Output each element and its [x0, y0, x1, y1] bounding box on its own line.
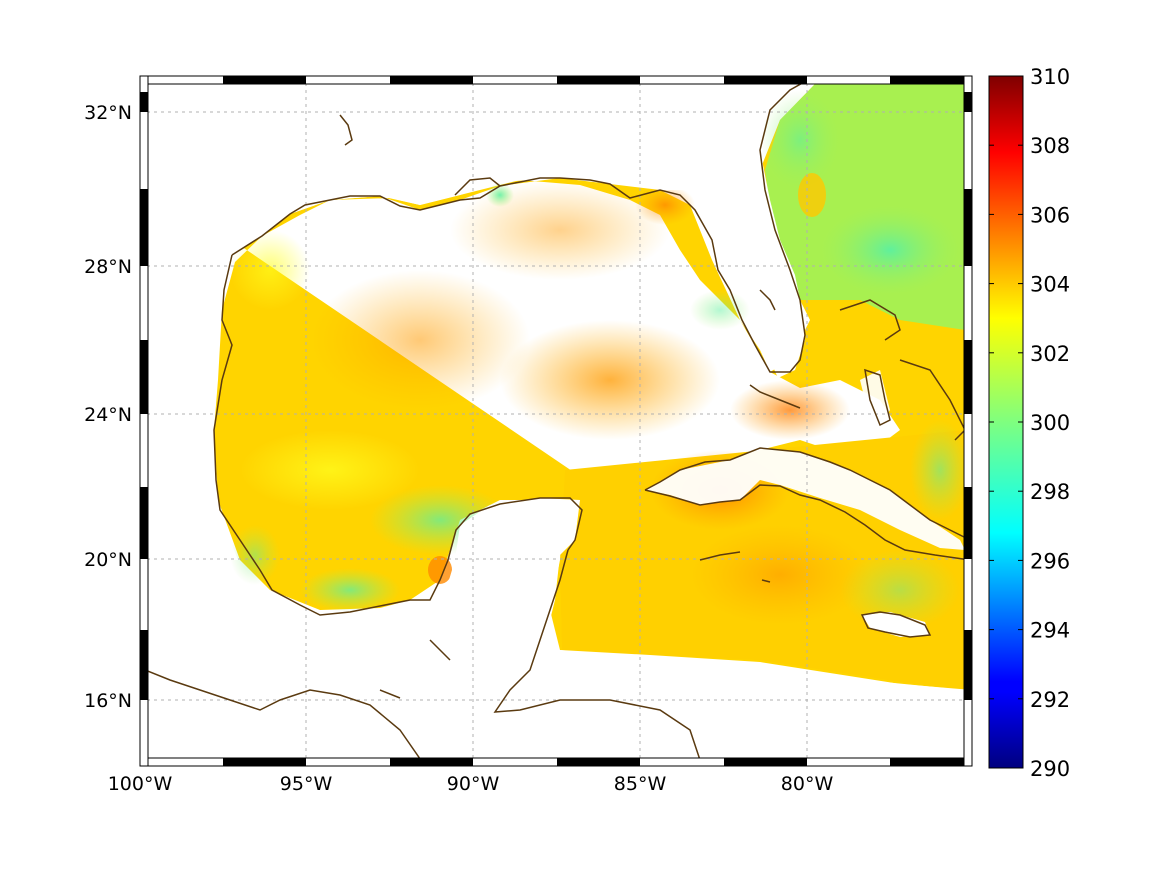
y-tick-label: 32°N: [84, 102, 132, 124]
y-tick-label: 20°N: [84, 549, 132, 571]
colorbar-tick-label: 306: [1030, 203, 1070, 227]
colorbar-tick-label: 292: [1030, 688, 1070, 712]
y-tick-label: 24°N: [84, 404, 132, 426]
colorbar-gradient: [988, 75, 1024, 769]
map-frame: [139, 75, 973, 767]
map-grid: [140, 76, 972, 766]
colorbar-ticks: [989, 75, 1023, 769]
colorbar-tick-label: 294: [1030, 619, 1070, 643]
florida-land: [700, 84, 805, 378]
colorbar-tick-label: 310: [1030, 65, 1070, 89]
colorbar-tick-label: 300: [1030, 411, 1070, 435]
x-tick-label: 100°W: [108, 773, 173, 795]
colorbar: 310 308 306 304 302 300 298 296 294 292 290: [988, 65, 1070, 781]
colorbar-tick-label: 304: [1030, 273, 1070, 297]
y-axis-labels: 32°N 28°N 24°N 20°N 16°N: [84, 102, 132, 712]
x-tick-label: 95°W: [280, 773, 333, 795]
cuba-land: [645, 448, 965, 550]
x-axis-labels: 100°W 95°W 90°W 85°W 80°W: [108, 773, 834, 795]
yucatan-land: [440, 498, 580, 700]
x-tick-label: 85°W: [614, 773, 667, 795]
colorbar-tick-label: 308: [1030, 134, 1070, 158]
colorbar-tick-label: 296: [1030, 549, 1070, 573]
y-tick-label: 28°N: [84, 256, 132, 278]
jamaica-land: [862, 612, 930, 637]
coastlines: [140, 76, 971, 766]
colorbar-tick-label: 298: [1030, 480, 1070, 504]
y-tick-label: 16°N: [84, 690, 132, 712]
colorbar-labels: 310 308 306 304 302 300 298 296 294 292 290: [1030, 65, 1070, 781]
x-tick-label: 90°W: [447, 773, 500, 795]
x-tick-label: 80°W: [781, 773, 834, 795]
sst-field: [140, 76, 972, 766]
colorbar-tick-label: 302: [1030, 342, 1070, 366]
south-white-area: [140, 650, 972, 766]
colorbar-tick-label: 290: [1030, 757, 1070, 781]
us-gulf-coast-land: [140, 76, 700, 560]
